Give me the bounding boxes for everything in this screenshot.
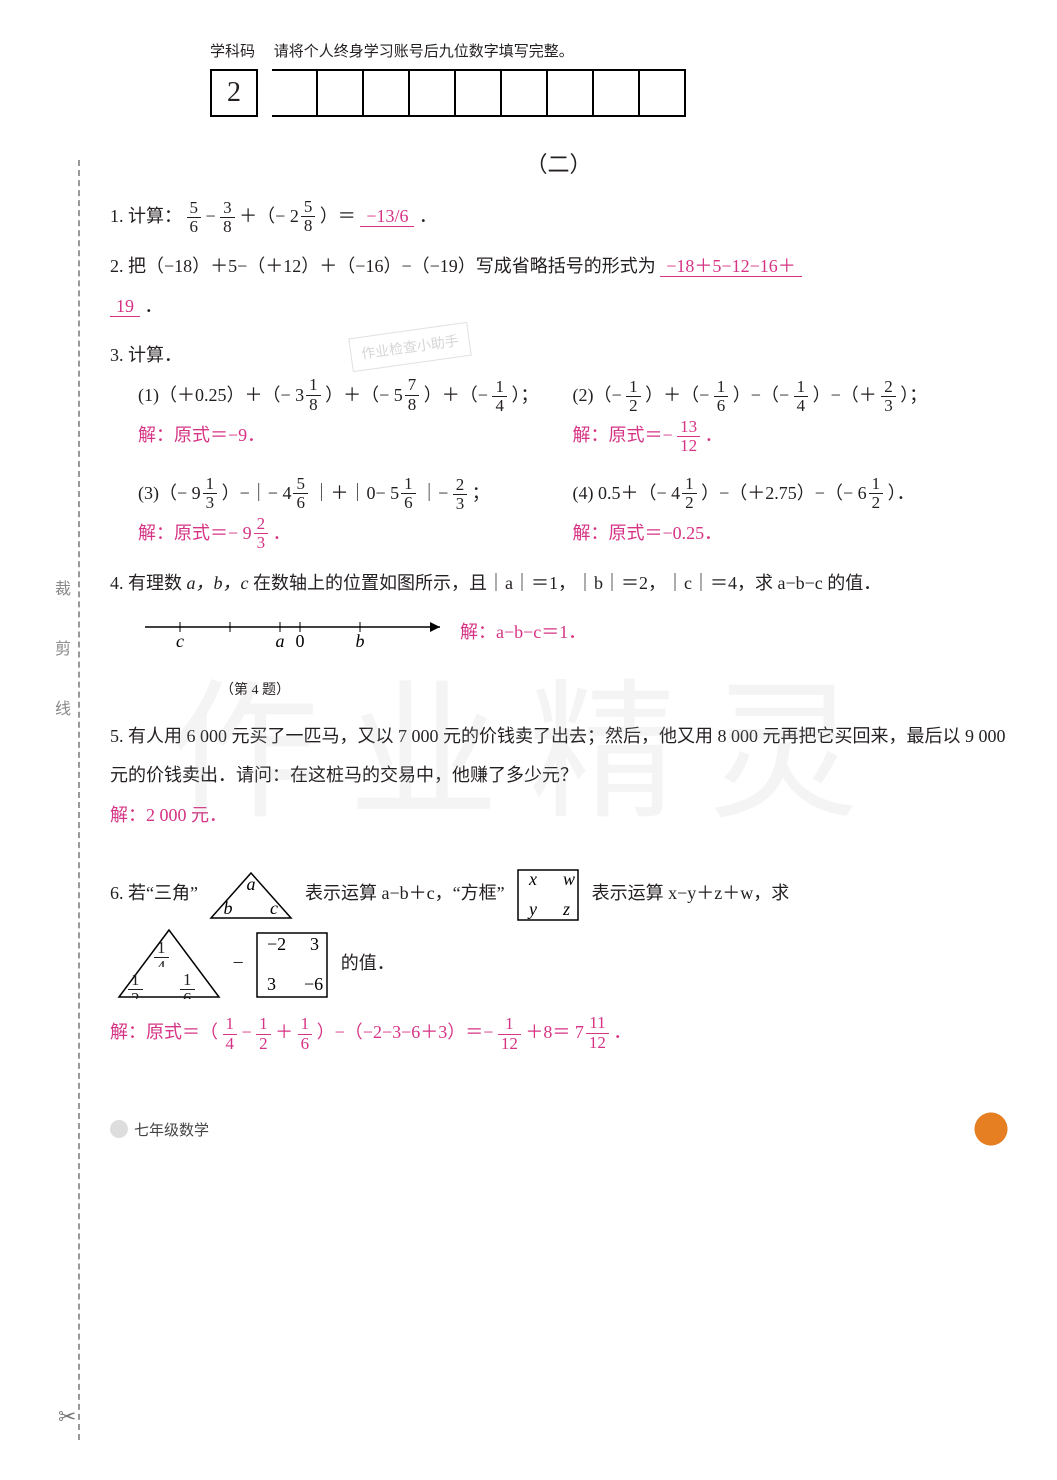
svg-text:0: 0 [296,631,305,651]
footer-star-icon [110,1120,128,1138]
cut-line [78,160,80,1440]
box-diagram-2: −2 3 3 −6 [252,928,332,1002]
svg-text:y: y [527,899,537,919]
account-box-6[interactable] [502,69,548,117]
number-line-diagram: c a 0 b [140,615,460,655]
q3-p2-answer: 解：原式＝− 1312 ． [573,416,1008,456]
q3-p4-answer: 解：原式＝−0.25． [573,514,1008,554]
scissors-icon: ✂ [58,1404,76,1430]
q2-answer-2: 19 [110,296,140,317]
account-boxes: 2 [210,69,1007,117]
svg-text:z: z [562,899,570,919]
q4-answer: 解：a−b−c＝1． [460,603,1007,706]
account-box-9[interactable] [640,69,686,117]
account-box-4[interactable] [410,69,456,117]
q3-p1-answer: 解：原式＝−9． [138,416,573,456]
account-box-3[interactable] [364,69,410,117]
header-labels: 学科码 请将个人终身学习账号后九位数字填写完整。 [210,40,1007,61]
q6-answer: 解：原式＝（ 14 − 12 ＋ 16 ）−（−2−3−6＋3）＝− 112 ＋… [110,1013,1007,1053]
question-4: 4. 有理数 a，b，c 在数轴上的位置如图所示，且｜a｜＝1，｜b｜＝2，｜c… [110,564,1007,707]
svg-text:3: 3 [310,934,319,954]
svg-text:a: a [276,631,285,651]
footer-left-text: 七年级数学 [134,1119,209,1140]
account-box-1[interactable] [272,69,318,117]
q1-prefix: 1. 计算： [110,206,182,226]
account-box-7[interactable] [548,69,594,117]
box-diagram-1: x w y z [513,865,583,925]
account-box-2[interactable] [318,69,364,117]
q3-header: 3. 计算． [110,336,1007,376]
q2-answer-1: −18＋5−12−16＋ [660,256,801,277]
q3-part3: (3)（− 913 ）−｜− 456 ｜＋｜0− 516 ｜− 23 ； 解：原… [138,474,573,554]
q4-caption: （第 4 题） [220,676,460,707]
q2-text: 2. 把（−18）＋5−（＋12）＋（−16）−（−19）写成省略括号的形式为 [110,256,656,276]
account-box-5[interactable] [456,69,502,117]
header-right: 请将个人终身学习账号后九位数字填写完整。 [274,44,574,60]
question-3: 3. 计算． (1)（＋0.25）＋（− 318 ）＋（− 578 ）＋（− 1… [110,336,1007,553]
question-6: 6. 若“三角” a b c 表示运算 a−b＋c，“方框” x w y z 表… [110,865,1007,1053]
svg-text:−2: −2 [267,934,286,954]
svg-text:c: c [270,898,278,918]
page-footer: 七年级数学 15 [110,1113,1007,1145]
q3-part2: (2)（− 12 ）＋（− 16 ）−（− 14 ）−（＋ 23 ）； 解：原式… [573,376,1008,456]
triangle-diagram-1: a b c [206,868,296,923]
account-box-0[interactable]: 2 [210,69,258,117]
triangle-diagram-2: 14 12 16 [114,925,224,1005]
question-5: 5. 有人用 6 000 元买了一匹马，又以 7 000 元的价钱卖了出去；然后… [110,717,1007,836]
q3-p3-answer: 解：原式＝− 923 ． [138,514,573,554]
svg-text:3: 3 [267,974,276,994]
svg-text:w: w [563,869,575,889]
cut-line-label: 裁 剪 线 [48,580,72,736]
q5-answer: 解：2 000 元． [110,796,1007,836]
q1-answer: −13/6 [360,206,414,227]
svg-text:b: b [356,631,365,651]
question-2: 2. 把（−18）＋5−（＋12）＋（−16）−（−19）写成省略括号的形式为 … [110,247,1007,326]
section-title: （二） [110,147,1007,179]
page-number-gear-icon: 15 [975,1113,1007,1145]
page-number: 15 [984,1121,998,1137]
svg-text:b: b [224,898,233,918]
question-1: 1. 计算： 56 − 38 ＋（− 258 ）＝ −13/6 ． [110,197,1007,237]
q3-part1: (1)（＋0.25）＋（− 318 ）＋（− 578 ）＋（− 14 ）； 解：… [138,376,573,456]
svg-text:x: x [528,869,537,889]
svg-text:c: c [176,631,184,651]
account-box-8[interactable] [594,69,640,117]
svg-text:a: a [247,874,256,894]
q3-part4: (4) 0.5＋（− 412 ）−（＋2.75）−（− 612 ）． 解：原式＝… [573,474,1008,554]
svg-text:−6: −6 [304,974,323,994]
q5-text: 5. 有人用 6 000 元买了一匹马，又以 7 000 元的价钱卖了出去；然后… [110,717,1007,796]
header-left: 学科码 [210,44,255,60]
